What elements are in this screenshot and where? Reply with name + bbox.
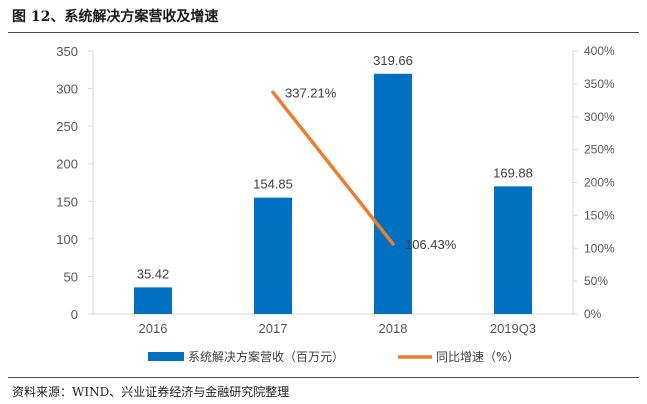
left-axis: 0 50 100 150 200 250 300 350 bbox=[56, 44, 93, 322]
line-series: 337.21% 106.43% bbox=[271, 85, 457, 252]
right-axis-tick-label: 200% bbox=[584, 176, 615, 190]
x-axis-tick-label: 2019Q3 bbox=[490, 321, 536, 336]
line-data-label: 337.21% bbox=[285, 85, 337, 100]
bar-data-label: 169.88 bbox=[493, 165, 533, 180]
left-axis-tick-label: 300 bbox=[56, 82, 78, 97]
x-axis: 2016 2017 2018 2019Q3 bbox=[139, 321, 537, 336]
growth-line bbox=[271, 90, 395, 246]
legend-swatch-bar bbox=[148, 352, 184, 361]
right-axis-tick-label: 250% bbox=[584, 143, 615, 157]
right-axis-tick-label: 400% bbox=[584, 44, 615, 58]
right-axis-tick-label: 100% bbox=[584, 241, 615, 255]
source-note: 资料来源：WIND、兴业证券经济与金融研究院整理 bbox=[12, 385, 290, 399]
line-data-label: 106.43% bbox=[405, 237, 457, 252]
bar-data-label: 35.42 bbox=[137, 266, 170, 281]
bar bbox=[254, 197, 292, 314]
page-title: 图 12、系统解决方案营收及增速 bbox=[12, 9, 219, 25]
left-axis-tick-label: 250 bbox=[56, 119, 78, 134]
footer-divider bbox=[8, 377, 639, 378]
x-axis-tick-label: 2017 bbox=[259, 321, 288, 336]
bar-data-label: 154.85 bbox=[253, 177, 293, 192]
right-axis: 0% 50% 100% 150% 200% 250% 300% 350% 400% bbox=[573, 44, 615, 321]
legend-label: 同比增速（%） bbox=[436, 350, 519, 364]
left-axis-tick-label: 200 bbox=[56, 157, 78, 172]
bar-data-label: 319.66 bbox=[373, 53, 413, 68]
legend: 系统解决方案营收（百万元） 同比增速（%） bbox=[148, 349, 519, 364]
left-axis-tick-label: 150 bbox=[56, 194, 78, 209]
right-axis-tick-label: 0% bbox=[584, 307, 602, 321]
x-axis-tick-label: 2016 bbox=[139, 321, 168, 336]
left-axis-tick-label: 350 bbox=[56, 44, 78, 59]
left-axis-tick-label: 100 bbox=[56, 232, 78, 247]
x-axis-tick-label: 2018 bbox=[379, 321, 408, 336]
bar-series: 35.42 154.85 319.66 169.88 bbox=[134, 53, 533, 314]
chart: 0 50 100 150 200 250 300 350 0% 50% 100% 150% 200% 2… bbox=[56, 44, 615, 364]
right-axis-tick-label: 300% bbox=[584, 110, 615, 124]
bar bbox=[494, 186, 532, 314]
right-axis-tick-label: 150% bbox=[584, 208, 615, 222]
left-axis-tick-label: 0 bbox=[71, 307, 78, 322]
left-axis-tick-label: 50 bbox=[64, 269, 78, 284]
right-axis-tick-label: 50% bbox=[584, 274, 608, 288]
bar bbox=[374, 73, 412, 314]
legend-label: 系统解决方案营收（百万元） bbox=[188, 349, 344, 364]
bar bbox=[134, 287, 172, 314]
title-divider bbox=[8, 32, 639, 33]
right-axis-tick-label: 350% bbox=[584, 77, 615, 91]
